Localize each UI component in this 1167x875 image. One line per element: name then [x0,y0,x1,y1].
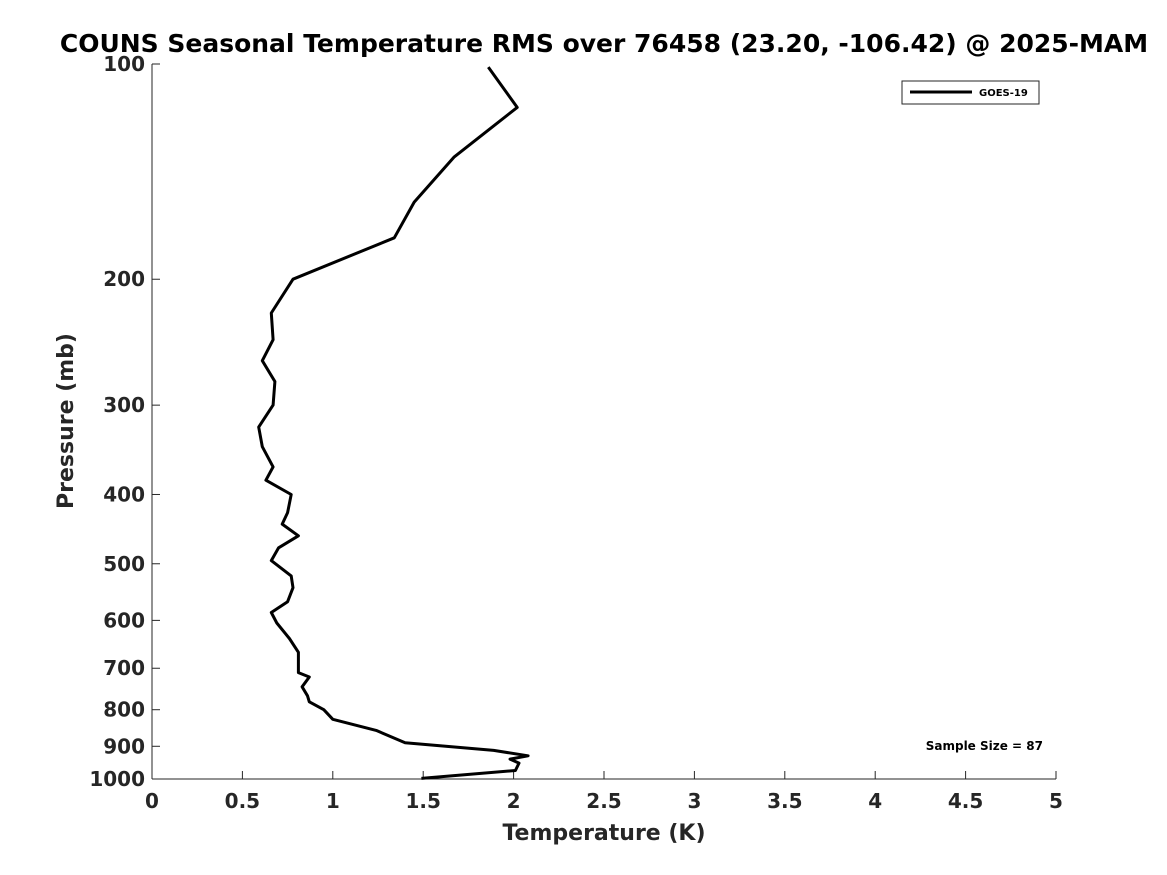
legend: GOES-19 [901,80,1040,105]
x-tick-label: 1.5 [405,789,440,813]
x-tick-label: 2.5 [586,789,621,813]
sample-size-annotation: Sample Size = 87 [926,739,1043,753]
x-tick-label: 4 [868,789,882,813]
y-tick-label: 500 [103,552,145,576]
chart-title: COUNS Seasonal Temperature RMS over 7645… [60,29,1148,58]
x-axis-label: Temperature (K) [502,821,705,846]
y-tick-label: 600 [103,608,145,632]
x-tick-label: 5 [1049,789,1063,813]
x-tick-label: 0.5 [225,789,260,813]
y-tick-label: 800 [103,698,145,722]
y-axis-label: Pressure (mb) [54,333,79,509]
y-tick-label: 1000 [89,767,145,791]
x-tick-label: 2 [507,789,521,813]
x-tick-label: 4.5 [948,789,983,813]
y-tick-label: 300 [103,393,145,417]
x-tick-label: 1 [326,789,340,813]
legend-label-goes-19: GOES-19 [979,88,1028,99]
y-tick-label: 100 [103,52,145,76]
series-layer [257,66,530,780]
x-tick-label: 3 [687,789,701,813]
x-tick-label: 0 [145,789,159,813]
y-ticks: 100 200 300 400 500 600 700 800 900 1000 [89,52,160,791]
series-line-goes-19 [257,66,530,780]
x-ticks: 0 0.5 1 1.5 2 2.5 3 3.5 4 4.5 5 [145,771,1063,813]
y-tick-label: 200 [103,267,145,291]
y-tick-label: 900 [103,734,145,758]
y-tick-label: 700 [103,656,145,680]
y-tick-label: 400 [103,482,145,506]
x-tick-label: 3.5 [767,789,802,813]
